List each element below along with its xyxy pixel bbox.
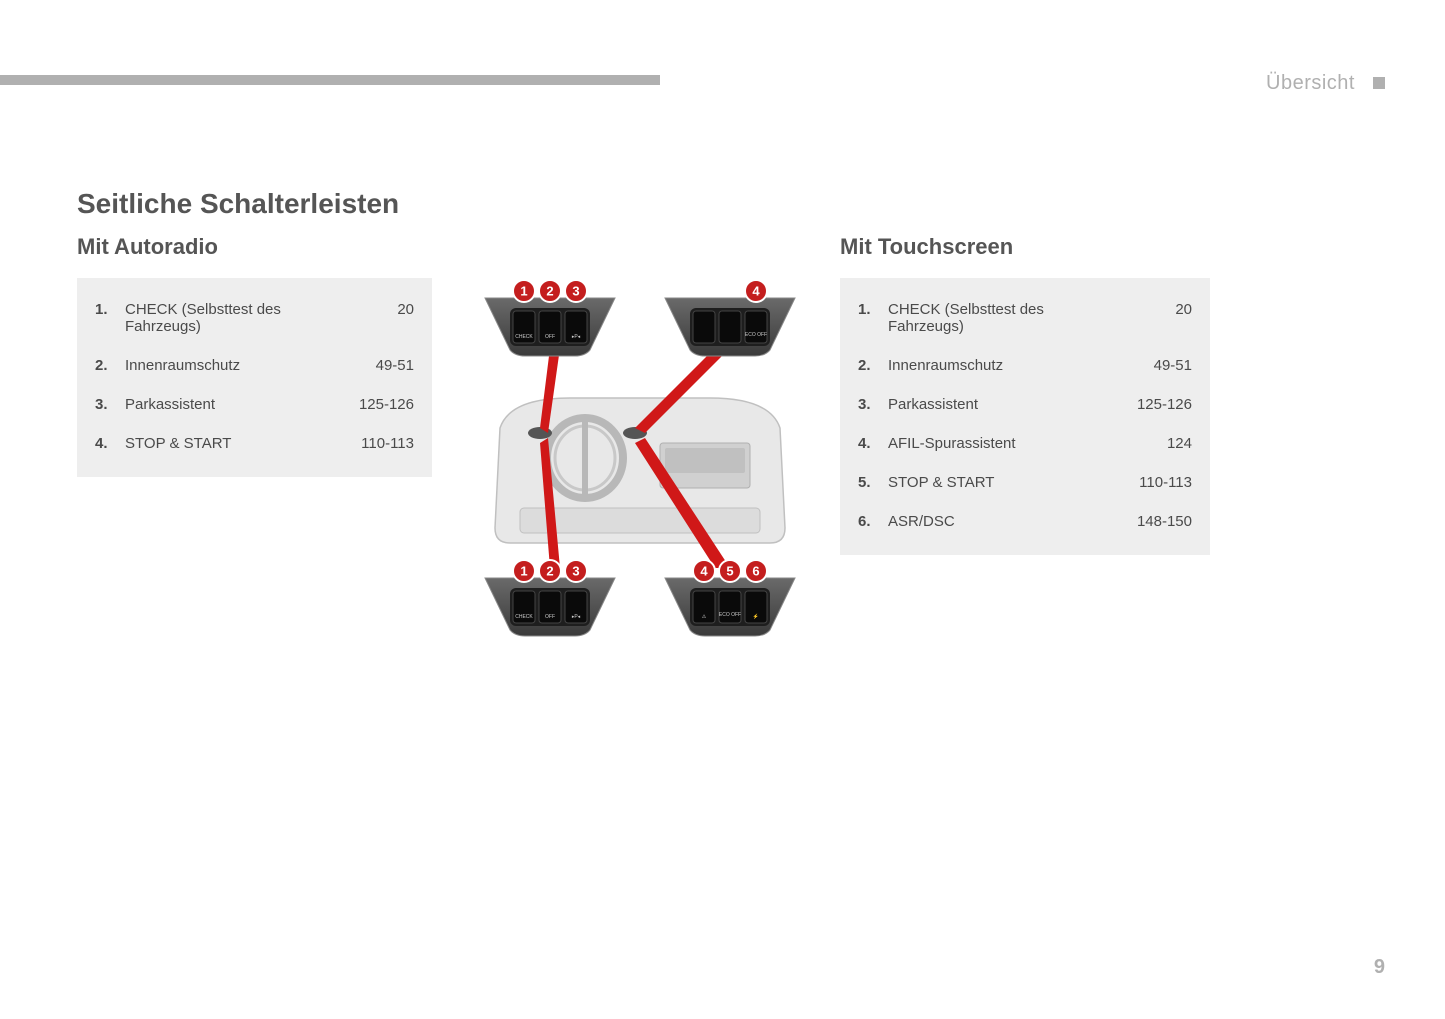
- row-page: 110-113: [344, 435, 414, 452]
- top-grey-bar: [0, 75, 660, 85]
- row-number: 4.: [95, 435, 125, 452]
- svg-text:3: 3: [572, 284, 579, 299]
- page-number: 9: [1374, 956, 1385, 979]
- row-number: 4.: [858, 435, 888, 452]
- row-label: ASR/DSC: [888, 513, 1122, 530]
- svg-text:4: 4: [700, 564, 708, 579]
- svg-text:▸P◂: ▸P◂: [572, 614, 581, 620]
- switch-panel-top-right: ECO OFF 4: [655, 278, 805, 358]
- row-number: 2.: [858, 357, 888, 374]
- row-number: 3.: [95, 396, 125, 413]
- svg-text:3: 3: [572, 564, 579, 579]
- row-label: CHECK (Selbsttest des Fahrzeugs): [125, 301, 344, 335]
- row-number: 2.: [95, 357, 125, 374]
- row-page: 110-113: [1122, 474, 1192, 491]
- table-row: 2. Innenraumschutz 49-51: [95, 346, 414, 385]
- row-number: 5.: [858, 474, 888, 491]
- switch-panel-top-left: CHECK OFF ▸P◂ 1 2 3: [475, 278, 625, 358]
- table-row: 3. Parkassistent 125-126: [858, 385, 1192, 424]
- row-label: CHECK (Selbsttest des Fahrzeugs): [888, 301, 1122, 335]
- svg-text:⚡: ⚡: [753, 613, 759, 620]
- table-row: 1. CHECK (Selbsttest des Fahrzeugs) 20: [95, 290, 414, 346]
- header-square-icon: [1373, 77, 1385, 89]
- svg-text:4: 4: [752, 284, 760, 299]
- row-page: 124: [1122, 435, 1192, 452]
- svg-text:CHECK: CHECK: [515, 614, 533, 620]
- subtitle-left: Mit Autoradio: [77, 234, 218, 260]
- subtitle-right: Mit Touchscreen: [840, 234, 1013, 260]
- table-row: 3. Parkassistent 125-126: [95, 385, 414, 424]
- row-label: STOP & START: [888, 474, 1122, 491]
- row-label: Innenraumschutz: [888, 357, 1122, 374]
- svg-text:▸P◂: ▸P◂: [572, 334, 581, 340]
- table-left: 1. CHECK (Selbsttest des Fahrzeugs) 20 2…: [77, 278, 432, 477]
- svg-text:OFF: OFF: [545, 614, 555, 620]
- row-page: 125-126: [1122, 396, 1192, 413]
- svg-text:6: 6: [752, 564, 759, 579]
- table-row: 4. AFIL-Spurassistent 124: [858, 424, 1192, 463]
- switch-panel-bottom-right: ⚠ ECO OFF ⚡ 4 5 6: [655, 558, 805, 638]
- row-label: AFIL-Spurassistent: [888, 435, 1122, 452]
- svg-text:2: 2: [546, 564, 553, 579]
- table-row: 1. CHECK (Selbsttest des Fahrzeugs) 20: [858, 290, 1192, 346]
- row-number: 6.: [858, 513, 888, 530]
- table-row: 6. ASR/DSC 148-150: [858, 502, 1192, 541]
- svg-text:1: 1: [520, 284, 527, 299]
- svg-text:2: 2: [546, 284, 553, 299]
- svg-text:OFF: OFF: [545, 334, 555, 340]
- table-row: 2. Innenraumschutz 49-51: [858, 346, 1192, 385]
- row-label: STOP & START: [125, 435, 344, 452]
- row-label: Parkassistent: [125, 396, 344, 413]
- row-page: 20: [1122, 301, 1192, 318]
- svg-text:CHECK: CHECK: [515, 334, 533, 340]
- row-page: 20: [344, 301, 414, 318]
- row-number: 1.: [858, 301, 888, 318]
- svg-text:ECO OFF: ECO OFF: [719, 612, 741, 618]
- header-section-label: Übersicht: [1266, 72, 1355, 95]
- central-diagram: CHECK OFF ▸P◂ 1 2 3 ECO OFF 4 CHECK OFF …: [460, 278, 820, 678]
- svg-text:1: 1: [520, 564, 527, 579]
- svg-text:⚠: ⚠: [702, 614, 707, 620]
- row-label: Parkassistent: [888, 396, 1122, 413]
- row-number: 1.: [95, 301, 125, 318]
- svg-text:5: 5: [726, 564, 733, 579]
- switch-panel-bottom-left: CHECK OFF ▸P◂ 1 2 3: [475, 558, 625, 638]
- row-page: 49-51: [1122, 357, 1192, 374]
- svg-text:ECO OFF: ECO OFF: [745, 332, 767, 338]
- row-page: 125-126: [344, 396, 414, 413]
- row-page: 148-150: [1122, 513, 1192, 530]
- row-label: Innenraumschutz: [125, 357, 344, 374]
- row-number: 3.: [858, 396, 888, 413]
- row-page: 49-51: [344, 357, 414, 374]
- table-row: 5. STOP & START 110-113: [858, 463, 1192, 502]
- table-row: 4. STOP & START 110-113: [95, 424, 414, 463]
- page-title: Seitliche Schalterleisten: [77, 188, 399, 220]
- table-right: 1. CHECK (Selbsttest des Fahrzeugs) 20 2…: [840, 278, 1210, 555]
